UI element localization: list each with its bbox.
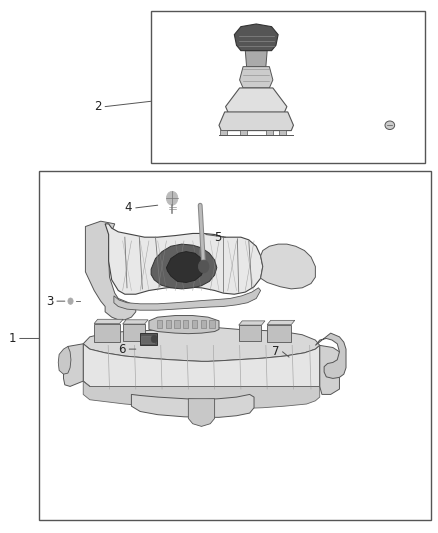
Bar xyxy=(39,171,431,520)
Bar xyxy=(157,320,162,328)
Polygon shape xyxy=(188,399,215,426)
Circle shape xyxy=(65,294,76,308)
Polygon shape xyxy=(149,316,219,334)
Bar xyxy=(166,320,171,328)
Polygon shape xyxy=(94,319,123,324)
Bar xyxy=(183,320,188,328)
Polygon shape xyxy=(245,51,267,67)
Circle shape xyxy=(166,191,178,205)
Polygon shape xyxy=(105,224,263,294)
Bar xyxy=(220,130,227,135)
Polygon shape xyxy=(83,381,320,409)
Circle shape xyxy=(198,260,209,273)
Polygon shape xyxy=(226,88,287,115)
Text: 4: 4 xyxy=(125,201,132,214)
Bar xyxy=(141,336,154,343)
Bar xyxy=(192,320,197,328)
Polygon shape xyxy=(234,24,278,51)
Bar xyxy=(94,324,120,342)
Polygon shape xyxy=(267,320,295,325)
Bar xyxy=(240,130,247,135)
Polygon shape xyxy=(315,333,346,378)
Polygon shape xyxy=(239,321,265,325)
Bar xyxy=(267,325,291,342)
Circle shape xyxy=(151,335,157,343)
Text: 2: 2 xyxy=(94,100,102,113)
Text: 3: 3 xyxy=(46,295,53,308)
Text: 1: 1 xyxy=(9,332,16,345)
Polygon shape xyxy=(85,221,136,320)
Bar xyxy=(239,325,261,341)
Text: 7: 7 xyxy=(272,345,279,358)
Polygon shape xyxy=(123,320,148,324)
Bar xyxy=(279,130,286,135)
Polygon shape xyxy=(219,112,293,131)
Circle shape xyxy=(68,298,73,304)
Polygon shape xyxy=(114,288,261,310)
Polygon shape xyxy=(83,325,320,361)
Polygon shape xyxy=(64,344,83,386)
Polygon shape xyxy=(151,244,217,289)
Polygon shape xyxy=(166,252,205,282)
Bar xyxy=(201,320,206,328)
Polygon shape xyxy=(320,345,339,394)
Bar xyxy=(151,11,425,163)
Polygon shape xyxy=(58,346,71,374)
Ellipse shape xyxy=(385,121,395,130)
Polygon shape xyxy=(261,244,315,289)
Text: 6: 6 xyxy=(118,343,126,356)
Polygon shape xyxy=(240,67,273,88)
Text: 5: 5 xyxy=(215,231,222,244)
Polygon shape xyxy=(83,344,320,400)
Bar xyxy=(174,320,180,328)
Polygon shape xyxy=(131,394,254,417)
Bar xyxy=(266,130,273,135)
Bar xyxy=(140,333,157,345)
Bar xyxy=(209,320,215,328)
Bar xyxy=(123,324,145,341)
